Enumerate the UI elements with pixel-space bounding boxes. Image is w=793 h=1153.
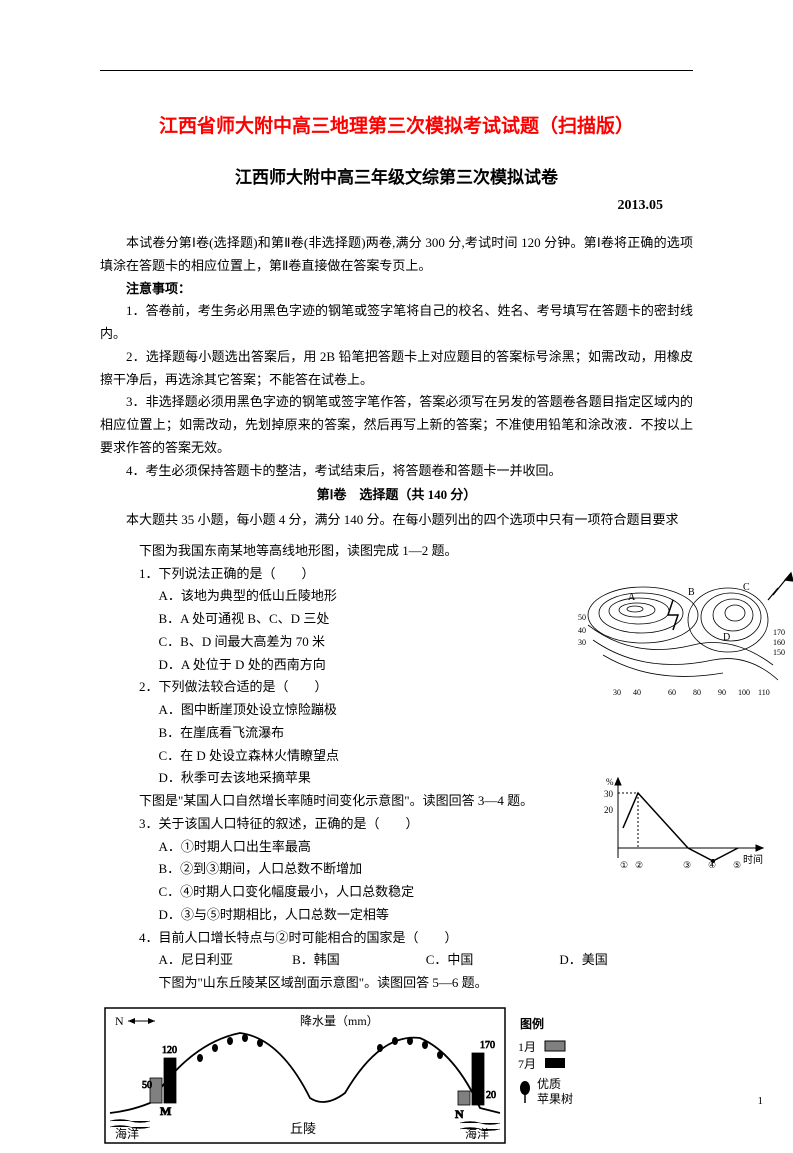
svg-text:①: ①: [620, 860, 628, 870]
svg-text:苹果树: 苹果树: [537, 1091, 573, 1106]
page-number: 1: [758, 1095, 764, 1107]
svg-text:丘陵: 丘陵: [290, 1121, 316, 1136]
svg-text:170: 170: [773, 628, 785, 637]
svg-text:80: 80: [693, 688, 701, 697]
svg-text:120: 120: [162, 1045, 177, 1056]
svg-text:海洋: 海洋: [115, 1126, 139, 1141]
q2-option-b: B．在崖底看飞流瀑布: [100, 722, 693, 745]
figure-3-caption: 下图为"山东丘陵某区域剖面示意图"。读图回答 5—6 题。: [100, 972, 693, 995]
svg-text:40: 40: [633, 688, 641, 697]
svg-text:N: N: [455, 1107, 464, 1121]
q2-option-c: C．在 D 处设立森林火情瞭望点: [100, 745, 693, 768]
notice-item-1: 1．答卷前，考生务必用黑色字迹的钢笔或签字笔将自己的校名、姓名、考号填写在答题卡…: [100, 300, 693, 346]
cross-section-figure: N 50 120 M 20 170 N 降水量（mm） 海洋 丘陵 海洋 图例 …: [100, 1003, 600, 1148]
svg-text:100: 100: [738, 688, 750, 697]
notice-item-3: 3．非选择题必须用黑色字迹的钢笔或签字笔作答，答案必须写在另发的答题卷各题目指定…: [100, 391, 693, 459]
svg-text:C: C: [743, 582, 750, 593]
q4-options-row: A．尼日利亚 B．韩国 C．中国 D．美国: [100, 949, 693, 972]
svg-text:③: ③: [683, 860, 691, 870]
q4-option-c: C．中国: [426, 949, 560, 972]
svg-text:海洋: 海洋: [465, 1126, 489, 1141]
svg-text:M: M: [160, 1104, 171, 1118]
svg-text:50: 50: [142, 1080, 152, 1091]
figure-1-caption: 下图为我国东南某地等高线地形图，读图完成 1—2 题。: [100, 540, 693, 563]
svg-text:20: 20: [604, 805, 614, 815]
q4-option-a: A．尼日利亚: [159, 949, 293, 972]
svg-text:N: N: [115, 1014, 124, 1028]
svg-text:B: B: [688, 587, 695, 598]
svg-text:图例: 图例: [520, 1016, 544, 1031]
svg-text:90: 90: [718, 688, 726, 697]
svg-text:30: 30: [578, 638, 586, 647]
question-4: 4．目前人口增长特点与②时可能相合的国家是（ ）: [100, 927, 693, 950]
svg-text:110: 110: [758, 688, 770, 697]
q3-option-d: D．③与⑤时期相比，人口总数一定相等: [100, 904, 693, 927]
svg-text:40: 40: [578, 626, 586, 635]
svg-text:7月: 7月: [518, 1057, 536, 1071]
intro-paragraph: 本试卷分第Ⅰ卷(选择题)和第Ⅱ卷(非选择题)两卷,满分 300 分,考试时间 1…: [100, 232, 693, 278]
svg-text:160: 160: [773, 638, 785, 647]
svg-text:D: D: [723, 632, 730, 643]
horizontal-rule: [100, 70, 693, 71]
svg-text:30: 30: [613, 688, 621, 697]
q3-option-c: C．④时期人口变化幅度最小，人口总数稳定: [100, 881, 693, 904]
growth-rate-chart: % 30 20 ① ② ③ ④ ⑤ 时间: [598, 773, 768, 883]
q4-option-d: D．美国: [559, 949, 693, 972]
main-title: 江西省师大附中高三地理第三次模拟考试试题（扫描版）: [100, 111, 693, 138]
section-intro: 本大题共 35 小题，每小题 4 分，满分 140 分。在每小题列出的四个选项中…: [100, 509, 693, 532]
svg-text:②: ②: [635, 860, 643, 870]
notice-item-2: 2．选择题每小题选出答案后，用 2B 铅笔把答题卡上对应题目的答案标号涂黑；如需…: [100, 346, 693, 392]
notice-heading: 注意事项：: [100, 278, 693, 301]
svg-text:1月: 1月: [518, 1040, 536, 1054]
svg-text:%: %: [606, 777, 614, 787]
svg-text:50: 50: [578, 613, 586, 622]
svg-text:30: 30: [604, 789, 614, 799]
svg-text:A: A: [628, 592, 636, 603]
contour-map-figure: A B C D 50 40 30 170 160 150 30 40 60 80…: [573, 565, 793, 705]
svg-text:170: 170: [480, 1040, 495, 1051]
q4-option-b: B．韩国: [292, 949, 426, 972]
svg-text:20: 20: [486, 1090, 496, 1101]
svg-text:时间: 时间: [743, 853, 763, 866]
section-1-title: 第Ⅰ卷 选择题（共 140 分）: [100, 484, 693, 507]
exam-date: 2013.05: [100, 198, 693, 214]
svg-text:优质: 优质: [537, 1077, 561, 1091]
svg-text:⑤: ⑤: [733, 860, 741, 870]
svg-text:60: 60: [668, 688, 676, 697]
svg-text:降水量（mm）: 降水量（mm）: [300, 1014, 379, 1028]
svg-text:150: 150: [773, 648, 785, 657]
sub-title: 江西师大附中高三年级文综第三次模拟试卷: [100, 163, 693, 188]
notice-item-4: 4．考生必须保持答题卡的整洁，考试结束后，将答题卷和答题卡一并收回。: [100, 460, 693, 483]
